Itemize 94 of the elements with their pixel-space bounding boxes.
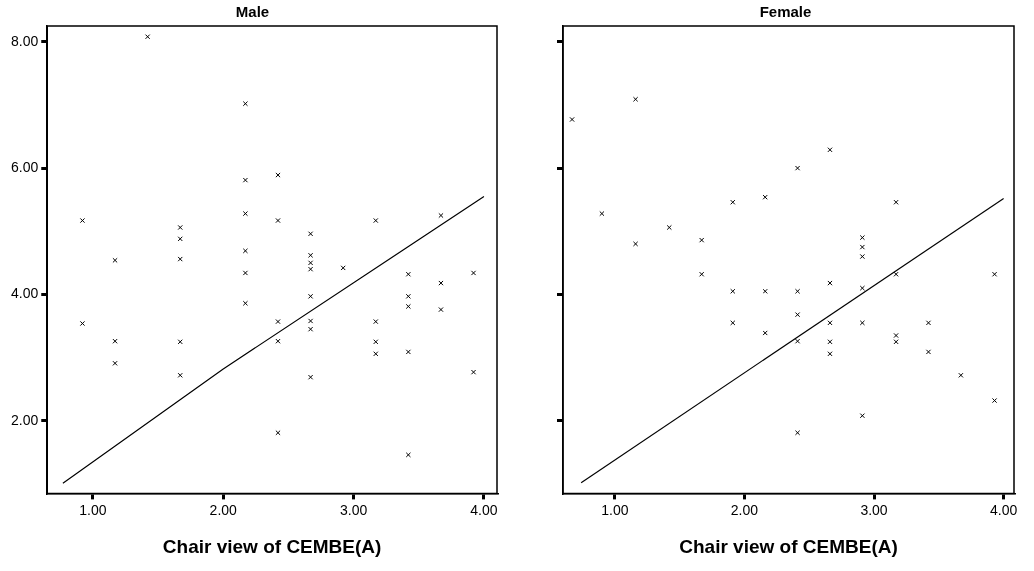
point [599,210,605,217]
point [859,244,865,250]
point [762,330,768,336]
point [242,177,249,183]
point [859,413,865,419]
point [632,96,639,102]
point [827,320,833,326]
x-tick-label: 4.00 [990,501,1018,518]
point [794,312,801,318]
point [112,257,118,263]
point [242,300,249,306]
point [632,241,639,247]
point [470,270,477,276]
point [307,252,314,258]
point [438,306,444,313]
point [893,271,899,277]
point [242,248,249,254]
point [405,452,411,458]
point [177,372,183,378]
x-axis-title: Chair view of CEMBE(A) [679,535,898,557]
point [730,320,736,326]
y-tick-label: 8.00 [11,32,39,49]
point [307,326,314,332]
y-tick-label: 6.00 [11,158,39,175]
point [925,320,932,326]
x-tick-label: 2.00 [730,501,759,518]
point [762,194,768,200]
point [177,339,183,345]
point [405,349,411,355]
point [925,349,932,355]
point [275,318,281,325]
point [242,270,249,276]
point [827,339,833,345]
point [242,101,249,107]
x-tick-label: 1.00 [601,501,629,518]
point [177,256,183,262]
point [79,217,86,224]
chart-title: Male [235,3,270,21]
point [794,338,801,344]
point [438,280,444,286]
point [794,288,801,294]
point [373,318,379,325]
point [991,397,998,404]
point [242,210,249,217]
point [340,265,346,271]
point [307,293,314,299]
point [405,293,411,299]
point [666,224,672,231]
x-tick-label: 1.00 [79,501,107,518]
point [794,165,801,171]
point [145,34,151,40]
x-tick-label: 3.00 [339,501,368,518]
point [307,374,314,380]
point [569,116,575,123]
point [699,237,705,243]
point [699,271,705,277]
point [112,338,118,344]
point [893,199,899,205]
point [405,303,411,310]
point [275,172,281,178]
point [859,320,865,326]
point [991,271,998,277]
y-tick-label: 2.00 [11,411,39,428]
point [405,271,411,277]
point [859,285,865,291]
point [112,360,118,366]
point [827,280,833,286]
point [859,253,865,260]
point [177,236,183,242]
point [827,147,833,153]
point [275,217,281,224]
point [730,288,736,294]
point [859,234,865,241]
point [373,217,379,224]
point [177,224,183,231]
point [958,372,964,378]
point [275,430,281,436]
point [794,430,801,436]
point [307,318,314,324]
chart-title: Female [759,3,812,21]
point [373,339,379,345]
x-tick-label: 2.00 [209,501,238,518]
point [470,369,477,375]
y-tick-label: 4.00 [11,285,39,302]
point [373,351,379,357]
point [438,212,444,219]
x-tick-label: 3.00 [860,501,888,518]
point [307,231,314,237]
x-axis-title: Chair view of CEMBE(A) [162,535,382,557]
x-tick-label: 4.00 [470,501,498,518]
point [275,338,281,344]
point [762,288,768,294]
point [730,199,736,205]
point [827,351,833,357]
